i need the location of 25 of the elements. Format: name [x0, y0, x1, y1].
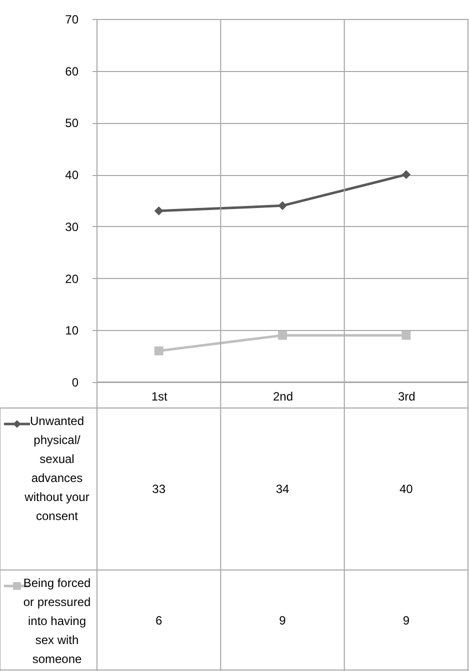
- data-label: 9: [402, 614, 410, 628]
- x-tick-label: 2nd: [272, 390, 294, 404]
- point: [154, 346, 164, 356]
- point: [154, 206, 164, 216]
- point: [402, 330, 411, 340]
- point: [402, 170, 411, 180]
- data-label: 34: [276, 482, 290, 496]
- point: [278, 330, 287, 340]
- legend-label: Being forced or pressured into having sex with someone: [23, 576, 91, 666]
- x-tick-label: 3rd: [398, 390, 416, 404]
- y-tick-label: 60: [65, 64, 79, 78]
- y-tick-label: 30: [65, 220, 79, 234]
- legend-label: Unwanted physical/ sexual advances without your consent: [24, 414, 90, 523]
- y-tick-label: 70: [65, 12, 79, 26]
- y-tick-label: 40: [65, 168, 79, 182]
- y-tick-label: 0: [72, 376, 79, 390]
- data-label: 33: [152, 482, 166, 496]
- data-label: 40: [399, 482, 414, 496]
- x-tick-label: 1st: [151, 390, 168, 404]
- y-tick-label: 10: [65, 324, 79, 338]
- data-label: 6: [155, 614, 162, 628]
- point: [278, 201, 287, 210]
- y-tick-label: 20: [65, 272, 79, 286]
- data-label: 9: [279, 614, 286, 628]
- y-tick-label: 50: [65, 116, 79, 130]
